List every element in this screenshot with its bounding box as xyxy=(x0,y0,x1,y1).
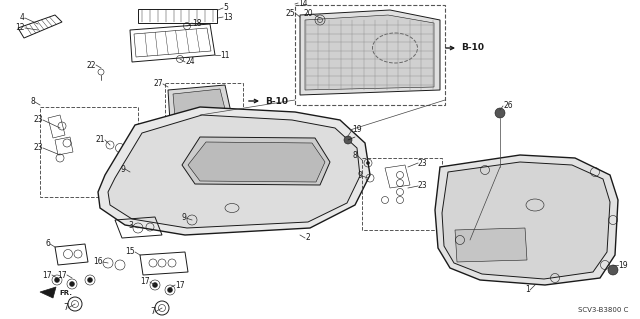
Circle shape xyxy=(54,278,60,283)
Bar xyxy=(165,83,243,123)
Text: 18: 18 xyxy=(192,19,202,27)
Text: 9: 9 xyxy=(181,213,186,222)
Bar xyxy=(362,158,442,230)
Text: 9: 9 xyxy=(357,172,362,181)
Text: 17: 17 xyxy=(42,271,52,279)
Text: 19: 19 xyxy=(618,261,628,270)
Polygon shape xyxy=(188,142,325,182)
Bar xyxy=(40,107,138,197)
Circle shape xyxy=(88,278,93,283)
Text: 5: 5 xyxy=(223,4,228,12)
Text: 11: 11 xyxy=(220,50,230,60)
Text: 9: 9 xyxy=(120,165,125,174)
Text: 2: 2 xyxy=(305,234,310,242)
Polygon shape xyxy=(98,107,370,235)
Text: 20: 20 xyxy=(303,10,313,19)
Polygon shape xyxy=(173,89,226,118)
Polygon shape xyxy=(305,15,434,90)
Text: 14: 14 xyxy=(298,0,308,8)
Text: 17: 17 xyxy=(140,278,150,286)
Text: 17: 17 xyxy=(175,280,184,290)
Circle shape xyxy=(608,265,618,275)
Text: B-10: B-10 xyxy=(461,43,484,53)
Text: 16: 16 xyxy=(93,257,103,266)
Text: 7: 7 xyxy=(63,303,68,313)
Circle shape xyxy=(366,161,370,165)
Polygon shape xyxy=(182,137,330,185)
Bar xyxy=(295,5,445,105)
Polygon shape xyxy=(168,85,232,122)
Text: FR.: FR. xyxy=(59,290,72,296)
Polygon shape xyxy=(455,228,527,262)
Text: 13: 13 xyxy=(223,12,232,21)
Text: 8: 8 xyxy=(352,151,357,160)
Text: 7: 7 xyxy=(150,308,155,316)
Text: 26: 26 xyxy=(503,101,513,110)
Text: 23: 23 xyxy=(418,182,428,190)
Text: 6: 6 xyxy=(45,240,50,249)
Text: B-10: B-10 xyxy=(265,97,288,106)
Text: 8: 8 xyxy=(30,98,35,107)
Text: 24: 24 xyxy=(185,57,195,66)
Text: 19: 19 xyxy=(352,125,362,135)
Bar xyxy=(138,9,217,23)
Text: 25: 25 xyxy=(285,9,295,18)
Circle shape xyxy=(168,287,173,293)
Text: 22: 22 xyxy=(86,61,96,70)
Text: 17: 17 xyxy=(58,271,67,279)
Polygon shape xyxy=(40,287,56,298)
Text: 3: 3 xyxy=(128,221,133,231)
Text: 23: 23 xyxy=(33,144,43,152)
Text: 1: 1 xyxy=(525,286,530,294)
Text: 4: 4 xyxy=(20,13,25,23)
Text: 23: 23 xyxy=(33,115,43,124)
Polygon shape xyxy=(108,115,360,228)
Circle shape xyxy=(495,108,505,118)
Text: SCV3-B3800 C: SCV3-B3800 C xyxy=(578,307,628,313)
Polygon shape xyxy=(300,10,440,95)
Text: 12: 12 xyxy=(15,24,25,33)
Polygon shape xyxy=(435,155,618,285)
Text: 15: 15 xyxy=(125,248,135,256)
Text: 23: 23 xyxy=(418,159,428,167)
Circle shape xyxy=(344,136,352,144)
Polygon shape xyxy=(442,162,610,279)
Circle shape xyxy=(152,283,157,287)
Text: 21: 21 xyxy=(95,136,105,145)
Circle shape xyxy=(70,281,74,286)
Text: 27: 27 xyxy=(154,79,163,88)
